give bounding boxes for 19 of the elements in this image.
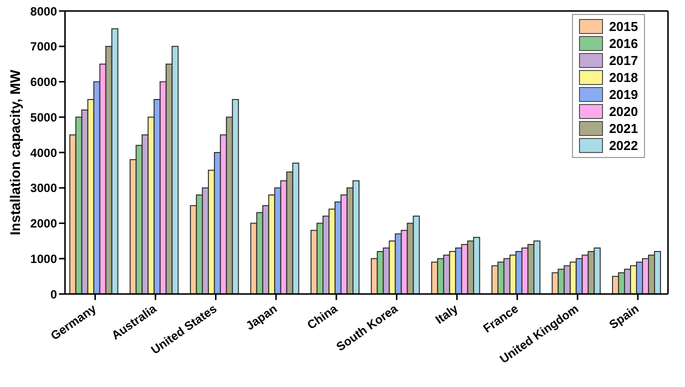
y-tick-label: 3000	[30, 181, 58, 196]
legend-label: 2022	[609, 138, 638, 153]
legend-label: 2019	[609, 87, 638, 102]
legend-label: 2015	[609, 19, 638, 34]
y-tick-label: 0	[50, 287, 58, 302]
y-tick-label: 5000	[30, 110, 58, 124]
y-tick-label: 8000	[30, 4, 58, 18]
y-tick-label: 1000	[30, 252, 58, 266]
legend-label: 2020	[609, 104, 638, 119]
y-tick-label: 6000	[30, 75, 58, 90]
y-tick-label: 7000	[30, 40, 58, 54]
y-tick-label: 4000	[30, 146, 58, 160]
y-axis-title: Installation capacity, MW	[6, 68, 23, 236]
legend-label: 2017	[609, 53, 638, 68]
legend-label: 2016	[609, 36, 638, 51]
legend-label: 2021	[609, 121, 638, 136]
x-tick-label: Italy	[432, 301, 461, 327]
legend-label: 2018	[609, 70, 638, 85]
y-tick-label: 2000	[30, 216, 58, 231]
